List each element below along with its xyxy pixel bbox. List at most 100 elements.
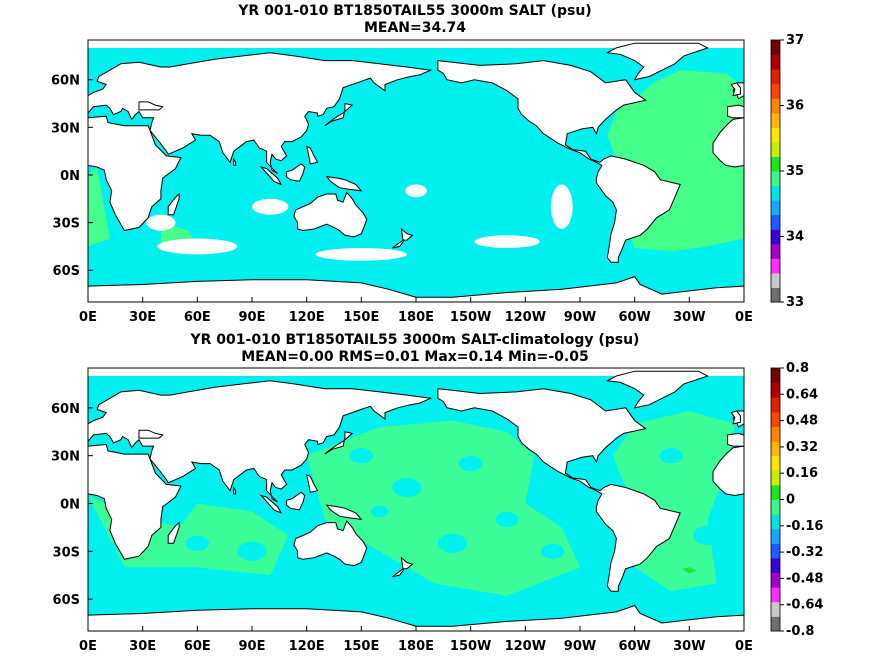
map-area	[88, 40, 744, 302]
x-tick-label: 150W	[450, 639, 491, 654]
colorbar-segment	[771, 572, 780, 588]
colorbar-label: 36	[786, 99, 804, 114]
y-tick-label: 30S	[53, 545, 80, 560]
land-newguinea	[325, 504, 363, 521]
colorbar-segment	[771, 499, 780, 515]
colorbar: 37 36 35 34 33	[770, 33, 804, 310]
colorbar-label: -0.16	[786, 519, 823, 534]
colorbar-label: -0.64	[786, 598, 823, 613]
y-tick-label: 30N	[51, 121, 80, 136]
arctic-mask	[88, 368, 744, 376]
y-axis: 60N 30N 0N 30S 60S	[51, 74, 93, 279]
colorbar-segment	[771, 156, 780, 172]
land-antarctica	[88, 276, 744, 302]
land-iberia	[727, 104, 744, 119]
x-tick-label: 60W	[618, 310, 650, 325]
white-patch-6	[252, 198, 289, 215]
colorbar-label: 35	[786, 164, 804, 179]
x-tick-label: 60W	[618, 639, 650, 654]
x-tick-label: 0E	[79, 310, 97, 325]
x-tick-label: 120E	[289, 310, 325, 325]
x-tick-label: 90E	[239, 639, 266, 654]
x-tick-label: 120W	[505, 639, 546, 654]
panel2-subtitle: MEAN=0.00 RMS=0.01 Max=0.14 Min=-0.05	[241, 349, 589, 365]
land-americas	[437, 388, 681, 592]
x-tick-label: 60E	[184, 639, 211, 654]
x-tick-label: 0E	[735, 310, 753, 325]
colorbar-label: 0	[786, 493, 795, 508]
colorbar-segment	[771, 587, 780, 603]
colorbar-segment	[771, 470, 780, 486]
y-tick-label: 0N	[60, 169, 80, 184]
colorbar-label: 34	[786, 230, 804, 245]
x-axis: 0E 30E 60E 90E 120E 150E 180E 150W 120W 90W 60W 30W…	[79, 297, 753, 325]
colorbar-segment	[771, 141, 780, 157]
land-japan	[324, 431, 354, 455]
land-iberia	[727, 432, 744, 447]
land-black-sea	[138, 101, 164, 111]
x-tick-label: 150E	[343, 310, 379, 325]
land-japan	[324, 102, 354, 127]
cyan-blob-3	[459, 455, 483, 472]
colorbar-label: 0.16	[786, 466, 818, 481]
colorbar-segment	[771, 287, 780, 303]
y-tick-label: 30S	[53, 217, 80, 232]
colorbar-segment	[771, 171, 780, 187]
cyan-blob-2	[392, 477, 422, 498]
panel2-title: YR 001-010 BT1850TAIL55 3000m SALT-clima…	[190, 332, 640, 348]
y-tick-label: 60N	[51, 74, 80, 89]
land-westafrica	[712, 117, 744, 168]
map-area	[88, 368, 744, 631]
colorbar-label: 33	[786, 295, 804, 310]
land-newguinea	[325, 175, 363, 192]
land-srilanka	[233, 485, 237, 495]
colorbar-segment	[771, 83, 780, 99]
colorbar-segment	[771, 272, 780, 288]
land-borneo	[286, 163, 306, 182]
colorbar-segment	[771, 200, 780, 216]
y-tick-label: 60S	[53, 593, 80, 608]
land-madagascar	[167, 192, 180, 216]
cyan-blob-4	[437, 533, 468, 553]
x-tick-label: 30E	[129, 639, 156, 654]
white-patch-3	[474, 235, 540, 249]
colorbar-segment	[771, 258, 780, 274]
cyan-blob-8	[237, 541, 267, 561]
land-sumatra	[259, 494, 283, 515]
white-patch-5	[146, 214, 176, 231]
x-tick-label: 60E	[184, 310, 211, 325]
colorbar-segment	[771, 214, 780, 230]
x-tick-label: 90W	[564, 639, 596, 654]
colorbar-segment	[771, 127, 780, 143]
land-greenland	[605, 370, 709, 409]
colorbar-label: 0.32	[786, 440, 818, 455]
y-tick-label: 0N	[60, 497, 80, 512]
colorbar-label: 0.8	[786, 361, 809, 376]
white-patch-2	[315, 248, 407, 261]
x-tick-label: 180E	[398, 310, 434, 325]
colorbar-segment	[771, 411, 780, 427]
y-tick-label: 60N	[51, 402, 80, 417]
y-axis: 60N 30N 0N 30S 60S	[51, 402, 93, 608]
colorbar-segment	[771, 368, 780, 384]
land-australia	[293, 191, 368, 238]
cyan-blob-12	[541, 543, 565, 559]
land-americas	[437, 60, 681, 263]
cyan-blob-7	[185, 535, 209, 551]
land-uk	[730, 410, 741, 425]
arctic-mask	[88, 40, 744, 48]
land-afroeurasia	[88, 52, 433, 232]
field-patch-4	[682, 567, 697, 574]
land-antarctica	[88, 604, 744, 631]
land-madagascar	[167, 521, 180, 544]
land-philippines	[305, 473, 319, 493]
land-westafrica	[712, 445, 744, 497]
x-tick-label: 0E	[735, 639, 753, 654]
colorbar-segment	[771, 98, 780, 114]
colorbar-segment	[771, 455, 780, 471]
x-tick-label: 30W	[673, 639, 705, 654]
panel1-title: YR 001-010 BT1850TAIL55 3000m SALT (psu)	[238, 3, 592, 19]
colorbar-segment	[771, 514, 780, 530]
x-tick-label: 90E	[239, 310, 266, 325]
land-borneo	[286, 491, 306, 511]
